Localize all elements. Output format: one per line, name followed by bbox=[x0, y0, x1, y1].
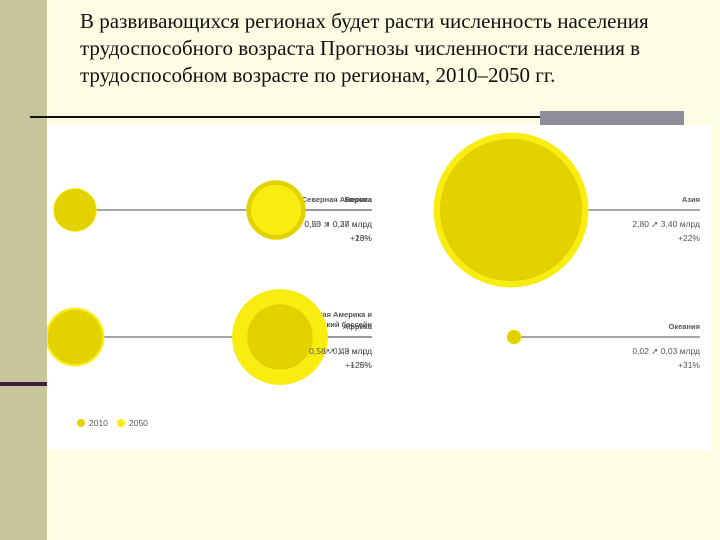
legend-dot-2010 bbox=[77, 419, 85, 427]
region-name-3-1: Карибский бассейн bbox=[300, 320, 372, 329]
region-change-5: +31% bbox=[678, 360, 700, 370]
slide-title: В развивающихся регионах будет расти чис… bbox=[80, 9, 649, 87]
region-values-3: 0,39 ➚ 0,49 млрд bbox=[304, 346, 372, 356]
region-name-3-0: Латинская Америка и bbox=[292, 310, 372, 319]
region-change-2: +22% bbox=[678, 233, 700, 243]
left-accent-stripe bbox=[0, 382, 47, 386]
region-name-1: Европа bbox=[345, 195, 373, 204]
region-name-5: Океания bbox=[669, 322, 700, 331]
region-name-2: Азия bbox=[682, 195, 700, 204]
left-accent-bar bbox=[0, 0, 47, 540]
bubble-2010-2 bbox=[440, 139, 582, 281]
region-values-4: 0,58 ➚ 1,3 млрд bbox=[309, 346, 372, 356]
bubble-chart: Северная Америка 0,23 ➚ 0,27 млрд +16% Евро… bbox=[47, 132, 700, 428]
region-name-4: Африка bbox=[343, 322, 373, 331]
chart-panel bbox=[47, 125, 711, 450]
region-change-3: +26% bbox=[350, 360, 372, 370]
region-change-4: +125% bbox=[345, 360, 372, 370]
bubble-2010-5 bbox=[507, 330, 521, 344]
region-change-1: −23% bbox=[350, 233, 372, 243]
title-underline bbox=[30, 116, 684, 118]
region-values-5: 0,02 ➚ 0,03 млрд bbox=[632, 346, 700, 356]
legend-dot-2050 bbox=[117, 419, 125, 427]
region-values-1: 0,50 ➘ 0,38 млрд bbox=[304, 219, 372, 229]
bubble-2010-4 bbox=[247, 304, 313, 370]
bubble-2010-3 bbox=[48, 310, 102, 364]
region-values-0: 0,23 ➚ 0,27 млрд bbox=[304, 219, 372, 229]
legend-label-2050: 2050 bbox=[129, 418, 148, 428]
title-underline-block bbox=[540, 111, 684, 125]
region-name-0: Северная Америка bbox=[302, 195, 373, 204]
bubble-2050-1 bbox=[249, 183, 303, 237]
bubble-2010-0 bbox=[54, 189, 96, 231]
region-change-0: +16% bbox=[350, 233, 372, 243]
region-values-2: 2,80 ➚ 3,40 млрд bbox=[632, 219, 700, 229]
legend-label-2010: 2010 bbox=[89, 418, 108, 428]
